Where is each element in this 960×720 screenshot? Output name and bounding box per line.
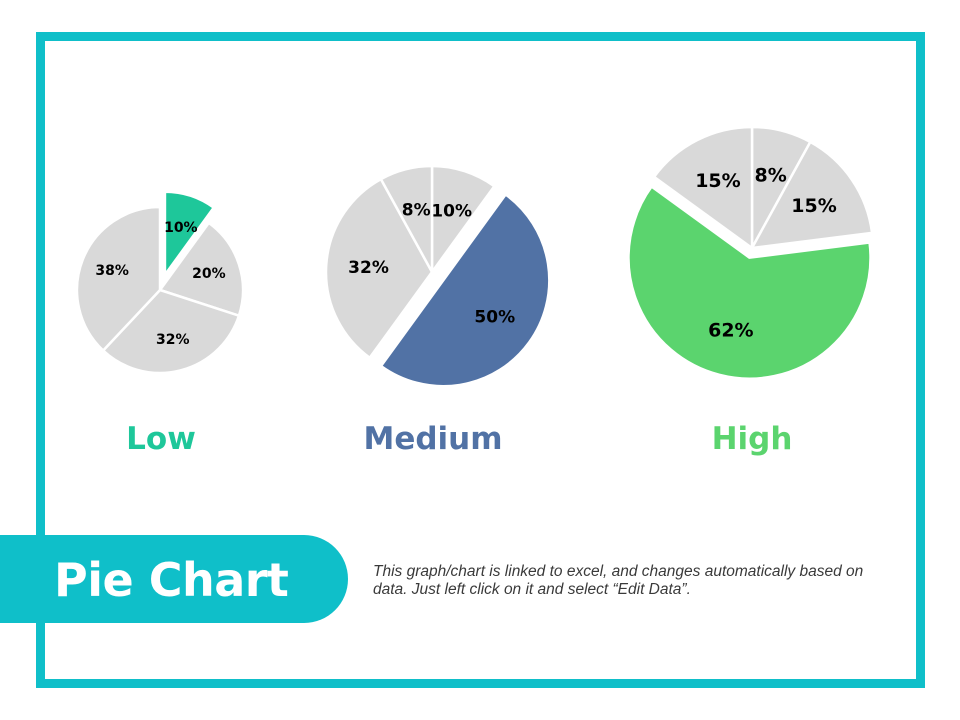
pie-slice [158,221,245,317]
slice-label: 15% [695,170,740,192]
slice-label: 10% [164,220,198,236]
pie-slice [750,140,874,250]
slice-label: 32% [348,258,389,278]
slice-label: 32% [156,332,190,348]
pie-slice [379,164,434,274]
category-title-medium: Medium [363,421,502,457]
slice-label: 20% [192,266,226,282]
chart-note: This graph/chart is linked to excel, and… [373,563,864,598]
pie-slice [163,190,215,277]
pie-slice [324,177,434,360]
pie-slice [379,193,551,388]
category-title-low: Low [126,421,196,457]
slice-label: 15% [791,195,836,217]
pie-chart-low: 10% 20% 32% 38% [75,190,245,375]
slice-label: 8% [402,200,431,220]
category-title-high: High [712,421,793,457]
slice-label: 10% [431,202,472,222]
pie-chart-medium: 10% 50% 32% 8% [324,164,551,388]
page-title: Pie Chart [54,553,289,607]
pie-chart-high: 8%15%62%15% [627,125,874,380]
slice-label: 8% [755,164,787,186]
slice-label: 62% [708,319,753,341]
pie-slice [627,185,872,380]
pie-slice [101,288,241,375]
pie-slice [75,205,162,352]
slice-label: 50% [474,308,515,328]
pie-slice [652,125,754,250]
slice-label: 38% [95,263,129,279]
title-tab [0,535,348,623]
